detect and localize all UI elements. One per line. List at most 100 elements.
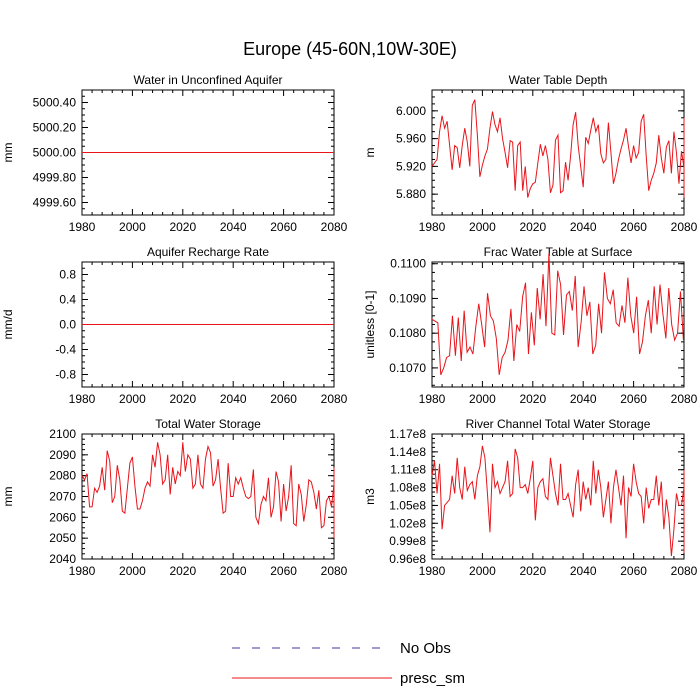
- x-tick-label: 2000: [119, 220, 146, 234]
- y-tick-label: 5000.00: [33, 146, 77, 160]
- panel-5: Total Water Storage 1980 2000 2020 2040 2060 2…: [1, 417, 348, 578]
- y-tick-label: 6.000: [396, 104, 426, 118]
- series-line-presc-sm: [431, 99, 685, 198]
- x-tick-label: 2080: [671, 564, 698, 578]
- panel-1: Water in Unconfined Aquifer 1980 2000 2020 2…: [1, 73, 348, 234]
- x-tick-label: 2020: [169, 392, 196, 406]
- x-tick-label: 2060: [270, 392, 297, 406]
- legend: No Obs presc_sm: [232, 640, 465, 687]
- y-tick-label: 0.1080: [389, 326, 426, 340]
- y-tick-label: 5.880: [396, 187, 426, 201]
- x-tick-label: 2000: [469, 392, 496, 406]
- x-tick-label: 2020: [169, 564, 196, 578]
- y-tick-label: 1.11e8: [390, 463, 426, 477]
- legend-label: No Obs: [400, 640, 451, 657]
- y-tick-label: 2060: [49, 510, 76, 524]
- x-tick-label: 1980: [419, 220, 446, 234]
- x-tick-label: 2040: [570, 564, 597, 578]
- panel-title: River Channel Total Water Storage: [466, 417, 651, 431]
- y-tick-label: 1.08e8: [389, 481, 426, 495]
- x-tick-label: 2020: [519, 220, 546, 234]
- plot-frame: [431, 261, 685, 388]
- panel-title: Total Water Storage: [155, 417, 261, 431]
- series-line-presc-sm: [431, 445, 685, 557]
- y-tick-label: 1.17e8: [389, 427, 426, 441]
- x-tick-label: 2060: [620, 392, 647, 406]
- y-tick-label: 5.960: [396, 132, 426, 146]
- x-tick-label: 2080: [671, 220, 698, 234]
- x-tick-label: 2000: [119, 392, 146, 406]
- x-tick-label: 1980: [419, 564, 446, 578]
- panel-6: River Channel Total Water Storage 1980 200…: [363, 417, 698, 578]
- plot-frame: [81, 433, 335, 560]
- panel-2: Water Table Depth 1980 2000 2020 2040 2060 208…: [363, 73, 698, 234]
- x-tick-label: 2060: [620, 564, 647, 578]
- x-tick-label: 2040: [220, 392, 247, 406]
- y-tick-label: 2090: [49, 448, 76, 462]
- x-tick-label: 2000: [119, 564, 146, 578]
- y-tick-label: 0.0: [59, 318, 76, 332]
- x-tick-label: 2080: [671, 392, 698, 406]
- x-tick-label: 1980: [69, 392, 96, 406]
- y-tick-label: 0.99e8: [389, 534, 426, 548]
- y-axis-label: mm: [1, 143, 15, 163]
- y-tick-label: 2100: [49, 427, 76, 441]
- panel-title: Water Table Depth: [509, 73, 608, 87]
- panels-group: Water in Unconfined Aquifer 1980 2000 2020 2…: [1, 73, 698, 578]
- x-tick-label: 2080: [321, 220, 348, 234]
- x-tick-label: 2000: [469, 564, 496, 578]
- panel-title: Aquifer Recharge Rate: [147, 245, 269, 259]
- y-tick-label: 0.8: [59, 268, 76, 282]
- figure-title: Europe (45-60N,10W-30E): [243, 39, 457, 59]
- x-tick-label: 2060: [270, 564, 297, 578]
- x-tick-label: 2020: [519, 392, 546, 406]
- y-tick-label: 4999.60: [33, 196, 77, 210]
- series-line-presc-sm: [81, 442, 335, 539]
- y-tick-label: 0.4: [59, 293, 76, 307]
- y-axis-label: mm/d: [1, 310, 15, 340]
- x-tick-label: 1980: [69, 220, 96, 234]
- x-tick-label: 2080: [321, 564, 348, 578]
- x-tick-label: 2020: [169, 220, 196, 234]
- x-tick-label: 2040: [220, 220, 247, 234]
- y-tick-label: 2050: [49, 531, 76, 545]
- y-tick-label: 1.14e8: [389, 445, 426, 459]
- y-tick-label: -0.4: [55, 343, 76, 357]
- y-tick-label: 2080: [49, 469, 76, 483]
- y-tick-label: 5.920: [396, 159, 426, 173]
- x-tick-label: 2080: [321, 392, 348, 406]
- x-tick-label: 2060: [270, 220, 297, 234]
- y-tick-label: 5000.20: [33, 121, 77, 135]
- y-tick-label: 2040: [49, 552, 76, 566]
- y-tick-label: 4999.80: [33, 171, 77, 185]
- y-tick-label: 0.1070: [389, 361, 426, 375]
- plot-frame: [431, 433, 685, 560]
- x-tick-label: 2040: [220, 564, 247, 578]
- y-tick-label: 0.1100: [390, 257, 426, 271]
- y-axis-label: m: [363, 148, 377, 158]
- y-axis-label: m3: [363, 488, 377, 505]
- y-tick-label: 0.96e8: [389, 552, 426, 566]
- x-tick-label: 2020: [519, 564, 546, 578]
- y-axis-label: unitless [0-1]: [363, 290, 377, 358]
- x-tick-label: 2040: [570, 392, 597, 406]
- panel-title: Water in Unconfined Aquifer: [134, 73, 283, 87]
- y-tick-label: 2070: [49, 490, 76, 504]
- y-tick-label: 1.05e8: [389, 498, 426, 512]
- legend-label: presc_sm: [400, 670, 465, 687]
- y-axis-label: mm: [1, 487, 15, 507]
- panel-title: Frac Water Table at Surface: [484, 245, 633, 259]
- y-tick-label: -0.8: [55, 368, 76, 382]
- x-tick-label: 2060: [620, 220, 647, 234]
- x-tick-label: 1980: [69, 564, 96, 578]
- panel-3: Aquifer Recharge Rate 1980 2000 2020 2040 206…: [1, 245, 348, 406]
- x-tick-label: 2000: [469, 220, 496, 234]
- y-tick-label: 1.02e8: [389, 516, 426, 530]
- y-tick-label: 0.1090: [389, 291, 426, 305]
- series-line-presc-sm: [431, 253, 684, 376]
- x-tick-label: 1980: [419, 392, 446, 406]
- panel-4: Frac Water Table at Surface 1980 2000 2020 2…: [363, 245, 698, 406]
- y-tick-label: 5000.40: [33, 96, 77, 110]
- x-tick-label: 2040: [570, 220, 597, 234]
